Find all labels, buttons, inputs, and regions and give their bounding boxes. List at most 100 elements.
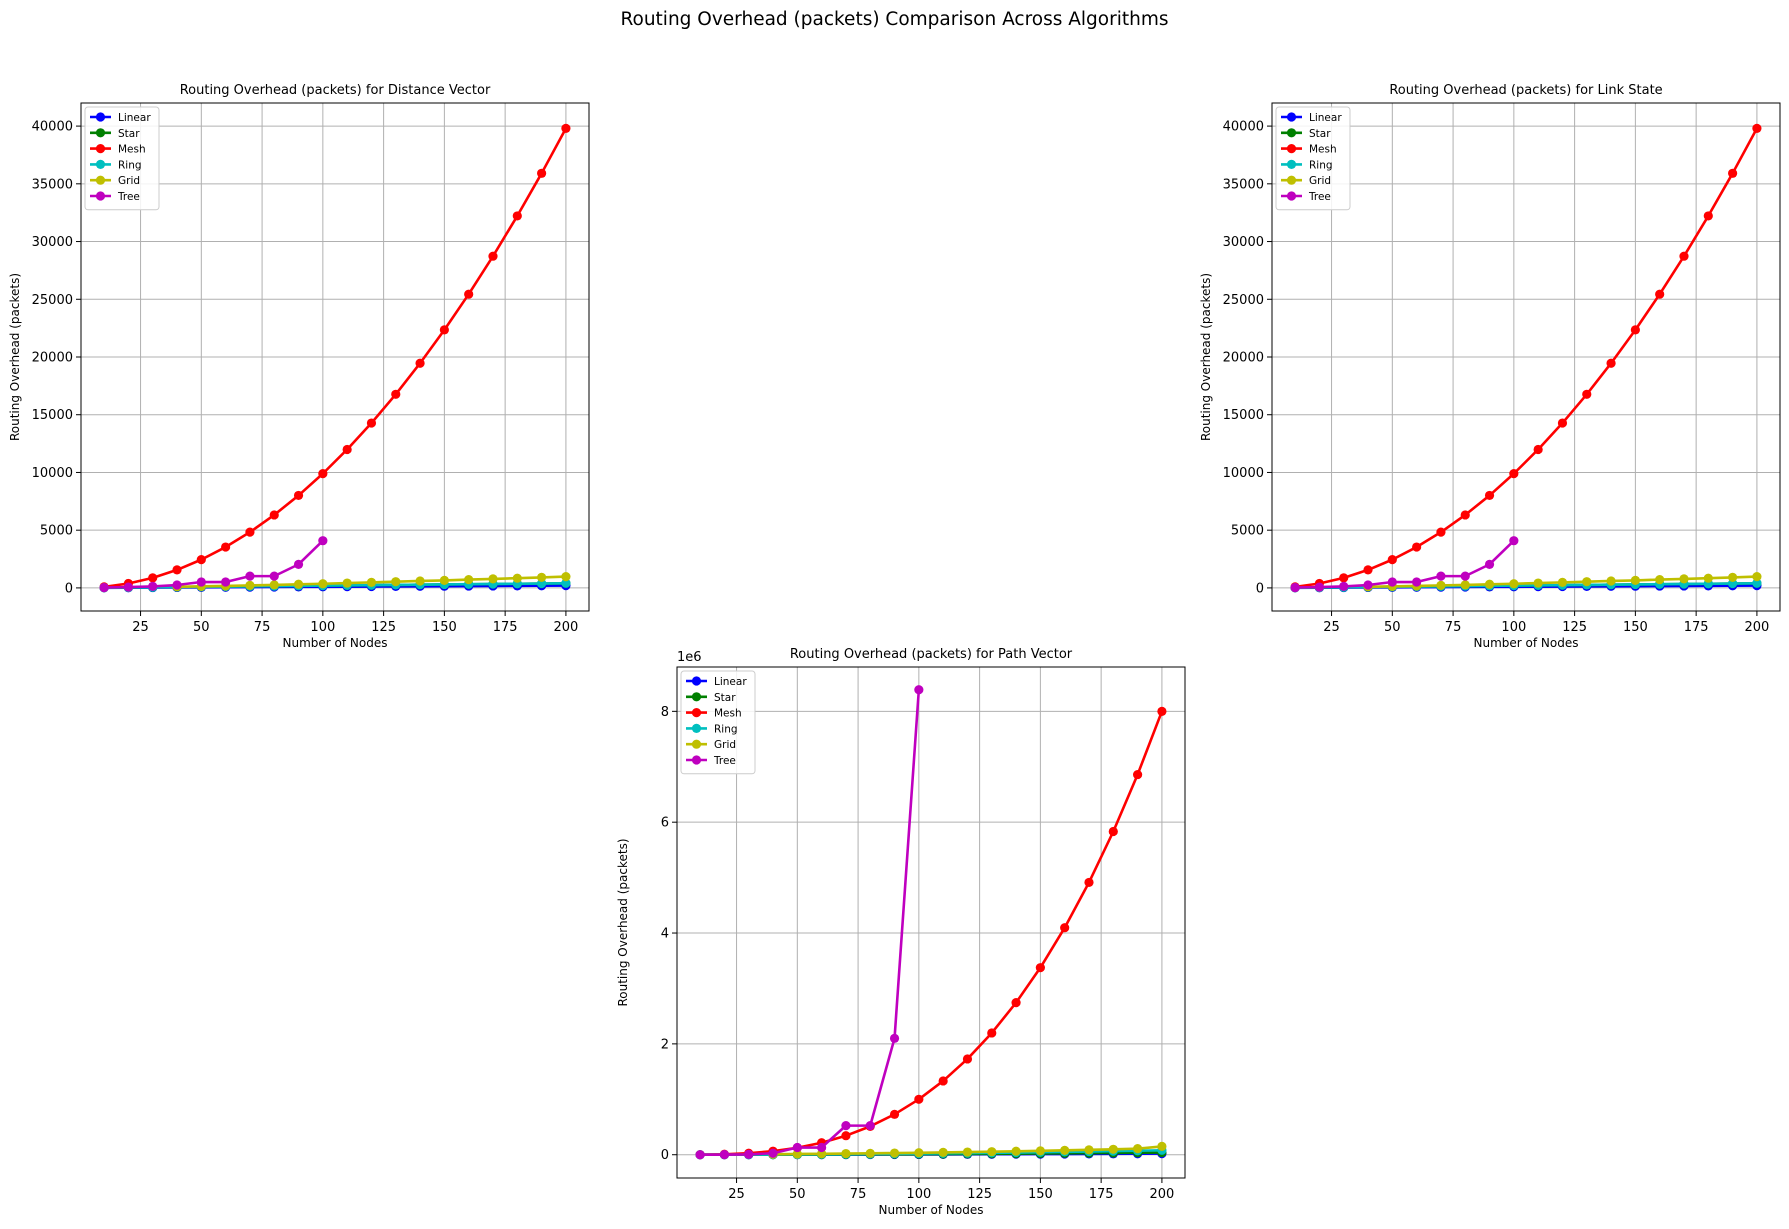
data-point	[464, 289, 474, 299]
legend-label: Tree	[1308, 191, 1331, 203]
legend-label: Star	[714, 692, 736, 704]
data-point	[987, 1147, 997, 1157]
data-point	[817, 1142, 827, 1153]
y-tick-label: 15000	[1223, 408, 1264, 423]
y-tick-label: 30000	[1223, 235, 1264, 250]
plot-area	[677, 667, 1185, 1178]
legend-label: Mesh	[1309, 144, 1337, 156]
x-tick-label: 100	[310, 620, 335, 635]
data-point	[1290, 582, 1300, 593]
data-point	[1582, 389, 1592, 399]
x-tick-label: 75	[1445, 620, 1462, 635]
data-point	[1412, 542, 1422, 552]
data-point	[889, 1148, 900, 1158]
data-point	[123, 582, 133, 592]
data-point	[1703, 573, 1713, 583]
y-tick-label: 20000	[32, 351, 73, 366]
data-point	[719, 1150, 729, 1160]
x-axis-label: Number of Nodes	[879, 1203, 984, 1217]
data-point	[318, 579, 328, 589]
x-tick-label: 100	[906, 1187, 931, 1202]
x-tick-label: 50	[193, 620, 210, 635]
data-point	[1436, 571, 1446, 581]
x-tick-label: 50	[1384, 620, 1401, 635]
y-tick-label: 0	[661, 1148, 669, 1163]
data-point	[366, 577, 377, 587]
data-point	[269, 580, 279, 590]
data-point	[1387, 577, 1397, 587]
x-axis-label: Number of Nodes	[283, 636, 388, 650]
data-point	[1011, 1146, 1021, 1156]
legend-label: Grid	[118, 175, 140, 187]
data-point	[1703, 211, 1713, 221]
data-point	[914, 1148, 924, 1158]
legend: Linear Star Mesh Ring Grid Tree	[680, 670, 756, 775]
data-point	[1630, 325, 1640, 335]
data-point	[1752, 123, 1762, 133]
legend-label: Star	[1309, 128, 1331, 140]
y-tick-label: 30000	[32, 235, 73, 250]
legend: Linear Star Mesh Ring Grid Tree	[1275, 106, 1351, 211]
legend-label: Ring	[118, 159, 142, 171]
data-point	[537, 168, 547, 178]
data-point	[841, 1121, 851, 1131]
data-point	[1133, 1144, 1143, 1154]
charts-container: 25 50 75 100 125 150 175 2000500010000150002000…	[8, 83, 1781, 1217]
legend-marker	[691, 723, 702, 734]
data-point	[1728, 168, 1738, 178]
chart-path-vector: 25 50 75 100 125 150 175 200 0 2 4 6 8 1e6 Routing Ove…	[616, 647, 1186, 1217]
data-point	[914, 1094, 924, 1104]
data-point	[148, 581, 158, 592]
data-point	[512, 211, 522, 221]
series-mesh	[1290, 123, 1762, 592]
data-point	[1339, 573, 1349, 583]
data-point	[914, 685, 924, 695]
legend-label: Tree	[117, 191, 140, 203]
legend-marker	[95, 112, 106, 122]
legend-marker	[95, 128, 106, 138]
chart-link-state: 25 50 75 100 125 150 175 200 0 5000 10000 15000 2000…	[1199, 83, 1781, 650]
data-point	[1363, 565, 1373, 575]
data-point	[1108, 826, 1118, 837]
x-tick-label: 25	[728, 1187, 745, 1202]
legend-label: Linear	[1309, 112, 1342, 124]
data-point	[1460, 580, 1470, 590]
x-tick-label: 175	[493, 620, 518, 635]
data-point	[391, 577, 401, 587]
data-point	[792, 1149, 802, 1159]
data-point	[1084, 1145, 1094, 1155]
legend-marker	[691, 755, 702, 765]
data-point	[1606, 576, 1616, 586]
data-point	[415, 358, 425, 368]
legend-marker	[1286, 112, 1297, 122]
y-tick-label: 2	[661, 1037, 669, 1052]
legend-marker	[95, 191, 106, 201]
data-point	[1436, 580, 1446, 590]
data-point	[293, 579, 304, 589]
data-point	[792, 1142, 802, 1153]
data-point	[1533, 444, 1543, 455]
data-point	[1655, 574, 1665, 585]
data-point	[889, 1109, 900, 1119]
data-point	[512, 573, 522, 583]
data-point	[768, 1148, 778, 1158]
data-point	[99, 582, 109, 593]
series-grid	[768, 1141, 1167, 1159]
y-offset-text: 1e6	[677, 650, 702, 665]
legend-label: Grid	[1309, 175, 1331, 187]
x-tick-label: 125	[371, 620, 396, 635]
data-point	[1412, 577, 1422, 587]
legend-marker	[1286, 128, 1297, 138]
legend-label: Tree	[713, 755, 736, 767]
data-point	[938, 1076, 948, 1086]
data-point	[293, 490, 304, 501]
legend-marker	[691, 676, 702, 686]
x-tick-label: 75	[254, 620, 271, 635]
x-tick-label: 150	[432, 620, 457, 635]
legend-marker	[1286, 191, 1297, 201]
legend: Linear Star Mesh Ring Grid Tree	[84, 106, 160, 211]
data-point	[695, 1150, 705, 1160]
x-tick-label: 75	[850, 1187, 867, 1202]
x-tick-label: 100	[1501, 620, 1526, 635]
legend-marker	[1286, 175, 1297, 185]
